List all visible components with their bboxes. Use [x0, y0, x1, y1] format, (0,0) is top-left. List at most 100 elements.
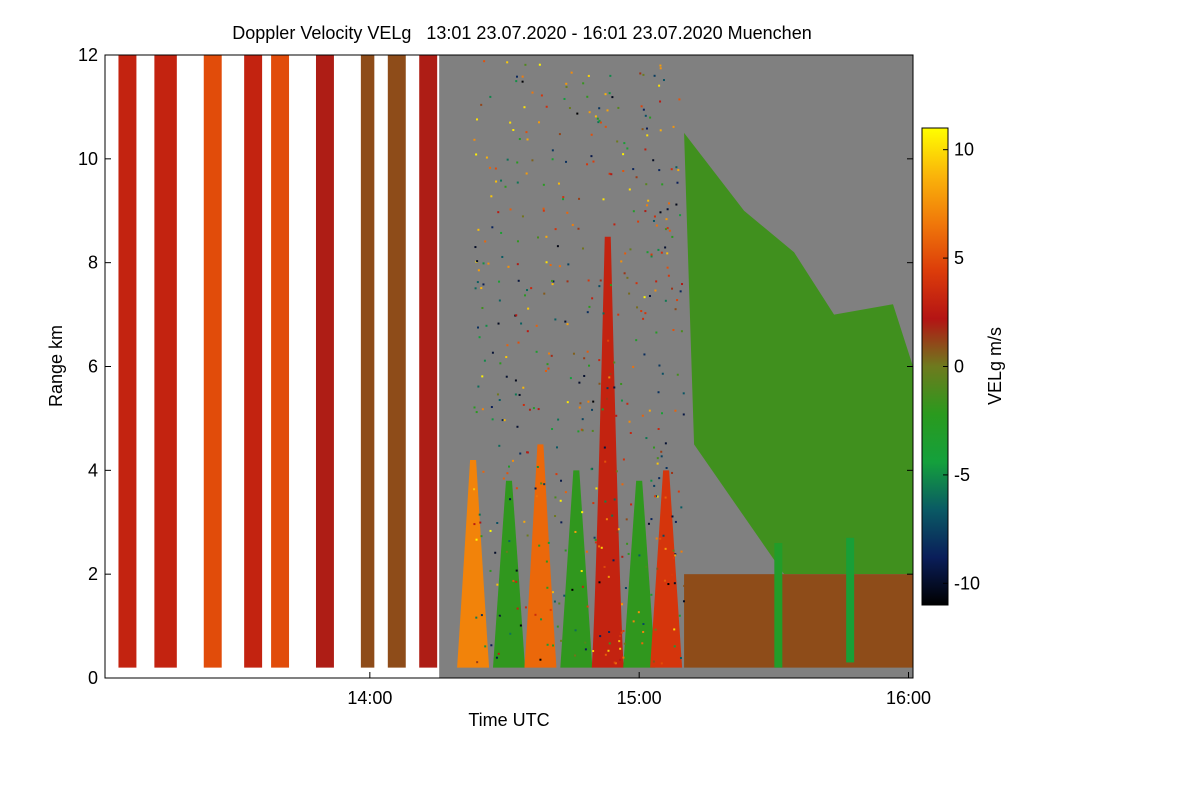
noise-speck [652, 159, 655, 162]
noise-speck [476, 281, 479, 284]
noise-speck [577, 430, 580, 433]
noise-speck [524, 294, 527, 297]
noise-speck [515, 487, 518, 490]
noise-speck [599, 635, 602, 638]
noise-speck [581, 511, 584, 514]
noise-speck [542, 183, 545, 186]
plot-area [105, 55, 913, 678]
noise-speck [620, 382, 623, 385]
noise-speck [667, 274, 670, 277]
noise-speck [682, 600, 685, 603]
noise-speck [628, 188, 631, 191]
noise-speck [598, 581, 601, 584]
noise-speck [614, 662, 617, 665]
noise-speck [585, 550, 588, 553]
noise-speck [608, 642, 611, 645]
noise-speck [495, 656, 498, 659]
noise-speck [584, 641, 587, 644]
noise-speck [551, 283, 554, 286]
noise-speck [672, 556, 675, 559]
noise-speck [475, 538, 478, 541]
noise-speck [592, 400, 595, 403]
noise-speck [598, 545, 601, 548]
noise-speck [588, 305, 591, 308]
noise-speck [658, 169, 661, 172]
noise-speck [676, 181, 679, 184]
noise-speck [642, 630, 645, 633]
noise-speck [480, 287, 483, 290]
noise-speck [474, 287, 477, 290]
scan-segment [360, 55, 375, 668]
noise-speck [586, 350, 589, 353]
noise-speck [545, 235, 548, 238]
noise-speck [632, 620, 635, 623]
noise-speck [557, 182, 560, 185]
noise-speck [560, 479, 563, 482]
noise-speck [540, 618, 543, 621]
noise-speck [586, 95, 589, 98]
noise-speck [643, 296, 646, 299]
noise-speck [515, 80, 518, 83]
noise-speck [647, 522, 650, 525]
noise-speck [592, 160, 595, 163]
noise-speck [571, 223, 574, 226]
noise-speck [674, 554, 677, 557]
noise-speck [583, 374, 586, 377]
noise-speck [682, 392, 685, 395]
noise-speck [681, 283, 684, 286]
noise-speck [666, 208, 669, 211]
noise-speck [478, 336, 481, 339]
noise-speck [519, 452, 522, 455]
noise-speck [668, 202, 671, 205]
noise-speck [668, 229, 671, 232]
noise-speck [592, 502, 595, 505]
noise-speck [660, 251, 663, 254]
noise-speck [645, 437, 648, 440]
noise-speck [564, 320, 567, 323]
noise-speck [563, 594, 566, 597]
noise-speck [500, 179, 503, 182]
noise-speck [505, 375, 508, 378]
noise-speck [656, 567, 659, 570]
noise-speck [497, 322, 500, 325]
x-tick-label: 15:00 [617, 688, 662, 708]
noise-speck [560, 639, 563, 642]
y-tick-label: 2 [88, 564, 98, 584]
noise-speck [658, 364, 661, 367]
noise-speck [477, 385, 480, 388]
noise-speck [490, 406, 493, 409]
noise-speck [534, 613, 537, 616]
noise-speck [545, 261, 548, 264]
noise-speck [674, 520, 677, 523]
noise-speck [504, 185, 507, 188]
noise-speck [632, 365, 635, 368]
noise-speck [656, 495, 659, 498]
noise-speck [506, 158, 509, 161]
noise-speck [527, 307, 530, 310]
noise-speck [567, 263, 570, 266]
noise-speck [480, 535, 483, 538]
noise-speck [548, 352, 551, 355]
noise-speck [524, 63, 527, 66]
noise-speck [524, 606, 527, 609]
noise-speck [618, 640, 621, 643]
noise-speck [526, 289, 529, 292]
noise-speck [530, 287, 533, 290]
noise-speck [616, 140, 619, 143]
fall-streak [774, 543, 783, 668]
noise-speck [617, 313, 620, 316]
noise-speck [674, 409, 677, 412]
noise-speck [586, 605, 589, 608]
noise-speck [586, 163, 589, 166]
noise-speck [654, 628, 657, 631]
noise-speck [502, 477, 505, 480]
noise-speck [554, 515, 557, 518]
noise-speck [659, 67, 662, 70]
noise-speck [522, 386, 525, 389]
noise-speck [540, 482, 543, 485]
noise-speck [590, 133, 593, 136]
chart-title: Doppler Velocity VELg 13:01 23.07.2020 -… [232, 23, 811, 43]
noise-speck [606, 109, 609, 112]
colorbar-label: VELg m/s [985, 327, 1005, 405]
noise-speck [546, 643, 549, 646]
